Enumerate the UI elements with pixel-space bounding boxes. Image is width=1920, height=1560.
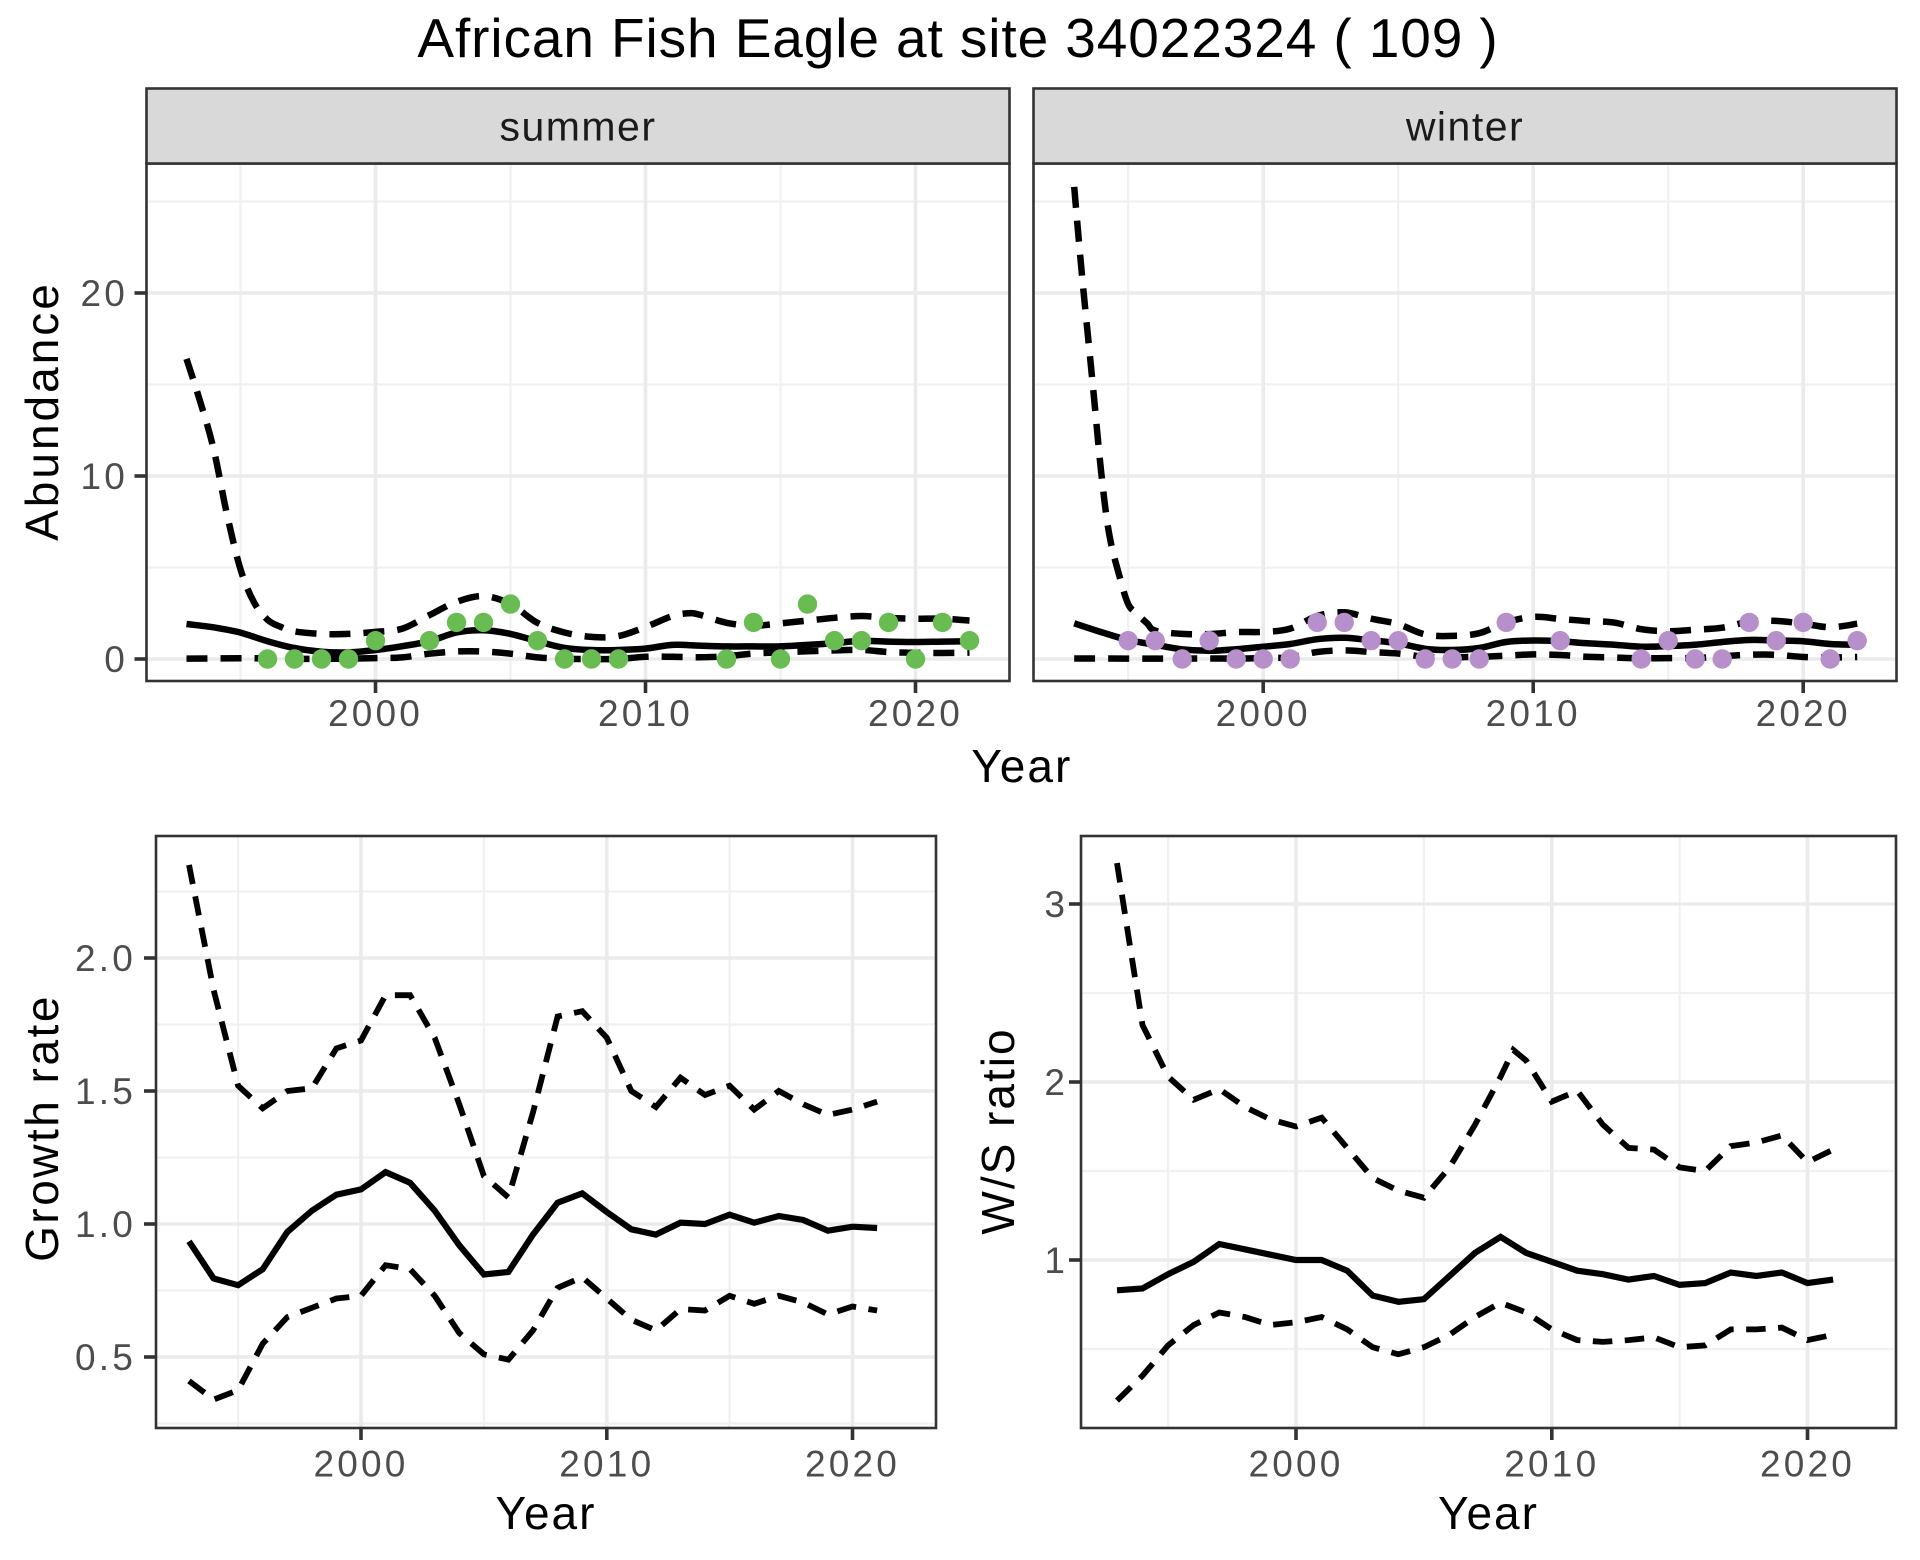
svg-text:2000: 2000 [328, 693, 423, 734]
svg-text:2010: 2010 [1504, 1444, 1599, 1485]
svg-text:Year: Year [1438, 1487, 1539, 1539]
svg-text:2000: 2000 [1248, 1444, 1343, 1485]
svg-text:winter: winter [1405, 104, 1524, 150]
svg-text:0.5: 0.5 [75, 1337, 136, 1378]
svg-text:20: 20 [80, 273, 128, 314]
svg-text:Growth rate: Growth rate [16, 994, 68, 1262]
svg-text:2020: 2020 [805, 1444, 900, 1485]
svg-text:African Fish Eagle at site 340: African Fish Eagle at site 34022324 ( 10… [417, 7, 1498, 69]
svg-text:3: 3 [1044, 884, 1065, 925]
svg-text:Year: Year [971, 740, 1072, 792]
svg-text:W/S ratio: W/S ratio [972, 1027, 1024, 1234]
svg-text:2.0: 2.0 [75, 938, 136, 979]
svg-text:2010: 2010 [559, 1444, 654, 1485]
svg-text:Abundance: Abundance [16, 281, 68, 541]
svg-text:Year: Year [496, 1487, 597, 1539]
svg-text:2010: 2010 [1486, 693, 1581, 734]
svg-text:2020: 2020 [1756, 693, 1851, 734]
svg-text:0: 0 [104, 639, 128, 680]
svg-text:2010: 2010 [598, 693, 693, 734]
svg-text:2020: 2020 [868, 693, 963, 734]
svg-text:2000: 2000 [313, 1444, 408, 1485]
svg-text:1.5: 1.5 [75, 1071, 136, 1112]
svg-text:2020: 2020 [1760, 1444, 1855, 1485]
svg-text:1: 1 [1044, 1240, 1065, 1281]
svg-text:2000: 2000 [1216, 693, 1311, 734]
svg-text:2: 2 [1044, 1062, 1065, 1103]
svg-text:summer: summer [499, 104, 656, 150]
svg-text:1.0: 1.0 [75, 1204, 136, 1245]
svg-text:10: 10 [80, 456, 128, 497]
